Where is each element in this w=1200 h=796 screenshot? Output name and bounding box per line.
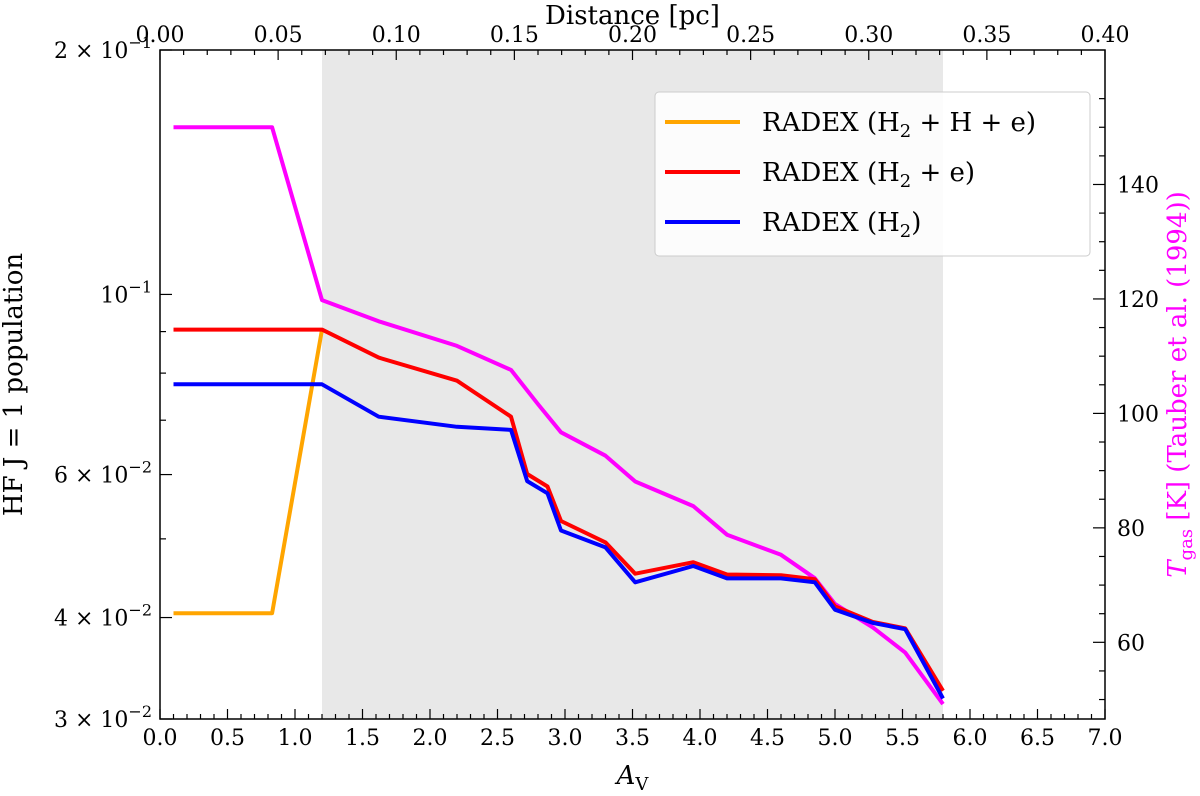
x-tick-label: 1.5 [345, 726, 380, 751]
top-tick-label: 0.20 [608, 23, 657, 48]
x-tick-label: 3.0 [548, 726, 583, 751]
top-tick-label: 0.35 [962, 23, 1011, 48]
top-axis-title: Distance [pc] [545, 1, 720, 31]
x-tick-label: 3.5 [615, 726, 650, 751]
x-tick-label: 0.5 [210, 726, 245, 751]
x-tick-label: 1.0 [278, 726, 313, 751]
x-tick-label: 0.0 [143, 726, 178, 751]
y2-tick-label: 100 [1117, 402, 1159, 427]
legend-label-0: RADEX (H2 + H + e) [762, 108, 1036, 142]
legend-label-2: RADEX (H2) [762, 208, 921, 242]
y2-tick-label: 80 [1117, 517, 1145, 542]
y-tick-label: 6 × 10−2 [54, 458, 152, 489]
top-tick-label: 0.05 [254, 23, 303, 48]
y2-tick-label: 140 [1117, 173, 1159, 198]
x-axis-title: AV [615, 761, 650, 795]
y2-tick-label: 60 [1117, 631, 1145, 656]
x-tick-label: 5.0 [818, 726, 853, 751]
top-tick-label: 0.00 [136, 23, 185, 48]
y2-tick-label: 120 [1117, 288, 1159, 313]
x-tick-label: 2.5 [480, 726, 515, 751]
x-tick-label: 2.0 [413, 726, 448, 751]
y-tick-label: 2 × 10−1 [54, 33, 152, 64]
y-tick-label: 3 × 10−2 [54, 702, 152, 733]
x-tick-label: 4.5 [750, 726, 785, 751]
x-tick-label: 6.0 [953, 726, 988, 751]
top-tick-label: 0.25 [726, 23, 775, 48]
y-tick-label: 10−1 [100, 277, 152, 308]
legend-label-1: RADEX (H2 + e) [762, 158, 975, 192]
top-tick-label: 0.15 [490, 23, 539, 48]
series-line-2 [173, 382, 945, 700]
series-line-0 [173, 329, 324, 616]
legend: RADEX (H2 + H + e) RADEX (H2 + e) RADEX (H… [654, 91, 1091, 257]
series-line-1 [173, 327, 945, 692]
y-tick-label: 4 × 10−2 [54, 601, 152, 632]
x-tick-label: 6.5 [1020, 726, 1055, 751]
top-tick-label: 0.30 [844, 23, 893, 48]
x-tick-label: 4.0 [683, 726, 718, 751]
x-tick-label: 7.0 [1088, 726, 1123, 751]
legend-box [654, 91, 1091, 257]
top-tick-label: 0.10 [372, 23, 421, 48]
top-tick-label: 0.40 [1081, 23, 1130, 48]
y-right-axis-title: Tgas [K] (Tauber et al. (1994)) [1163, 191, 1197, 578]
x-tick-label: 5.5 [885, 726, 920, 751]
y-axis-title: HF J = 1 population [0, 253, 29, 516]
